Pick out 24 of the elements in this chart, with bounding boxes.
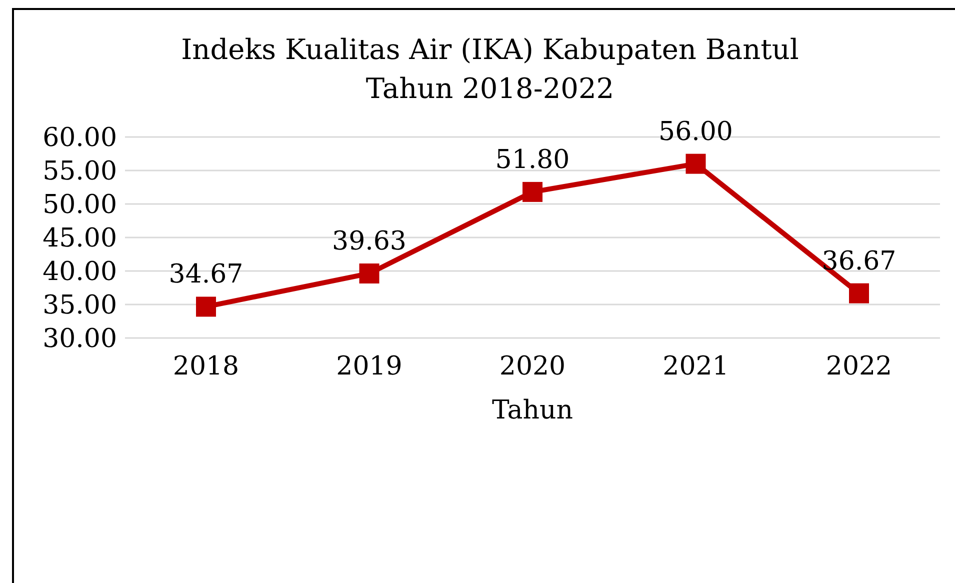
x-tick-label: 2022 bbox=[826, 351, 892, 382]
data-label: 34.67 bbox=[168, 260, 244, 290]
data-label: 39.63 bbox=[332, 226, 406, 256]
point bbox=[686, 154, 706, 174]
point bbox=[522, 182, 542, 202]
point bbox=[196, 296, 216, 317]
x-tick-label: 2018 bbox=[172, 351, 240, 382]
x-tick-label: 2019 bbox=[336, 351, 402, 382]
y-tick-label: 60.00 bbox=[42, 123, 117, 154]
x-tick-label: 2020 bbox=[499, 351, 566, 382]
x-tick-label: 2021 bbox=[662, 351, 729, 382]
data-label: 51.80 bbox=[495, 144, 570, 175]
data-label: 36.67 bbox=[822, 246, 896, 276]
y-tick-label: 55.00 bbox=[42, 156, 117, 187]
y-tick-label: 45.00 bbox=[42, 224, 117, 254]
y-tick-label: 40.00 bbox=[42, 257, 117, 288]
point bbox=[359, 263, 380, 284]
chart-title: Indeks Kualitas Air (IKA) Kabupaten Bantul Tahun 2018-2022 bbox=[180, 32, 800, 107]
y-tick-label: 35.00 bbox=[42, 290, 117, 321]
point bbox=[849, 283, 869, 304]
y-tick-label: 30.00 bbox=[42, 324, 117, 354]
data-label: 56.00 bbox=[658, 116, 733, 147]
x-axis-title: Tahun bbox=[492, 395, 574, 426]
y-tick-label: 50.00 bbox=[42, 190, 117, 220]
